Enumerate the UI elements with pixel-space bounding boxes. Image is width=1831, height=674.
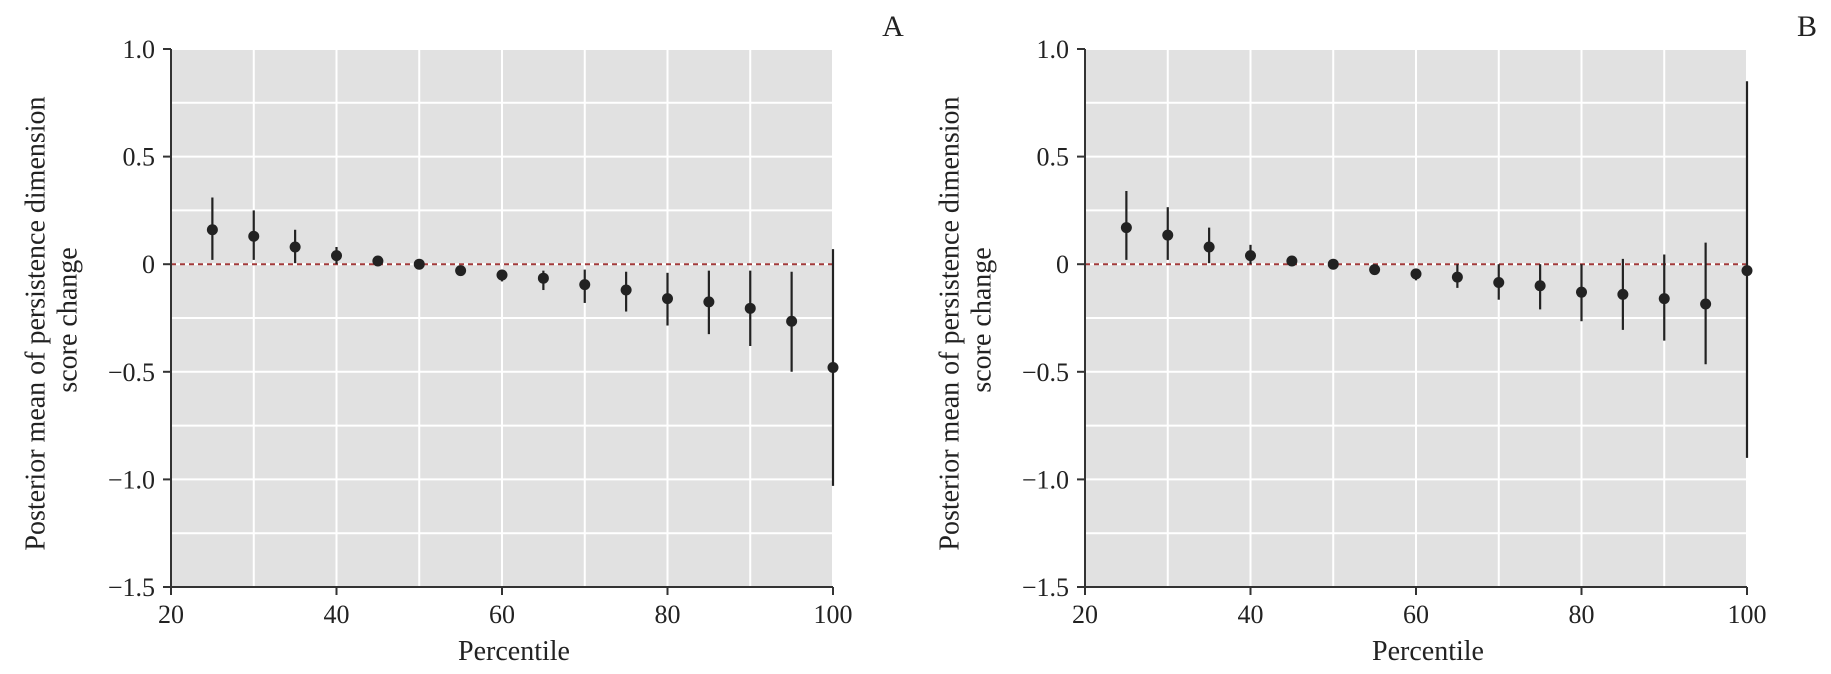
panel-a-data-point — [537, 272, 549, 284]
panel-b-data-point — [1286, 255, 1298, 267]
panel-a-data-point — [413, 258, 425, 270]
panel-b-data-point — [1658, 293, 1670, 305]
panel-b-y-tick-label: 0 — [1056, 250, 1069, 279]
panel-a-x-axis-title: Percentile — [458, 636, 570, 667]
panel-b-data-point — [1493, 276, 1505, 288]
panel-a-y-tick-label: −1.0 — [108, 465, 155, 494]
panel-a-data-point — [372, 255, 384, 267]
panel-b-data-point — [1700, 298, 1712, 310]
panel-b-data-point — [1410, 268, 1422, 280]
panel-a-y-tick-label: 1.0 — [123, 35, 156, 64]
panel-a-x-tick-label: 100 — [814, 600, 853, 629]
panel-a-data-point — [455, 265, 467, 277]
panel-b-y-axis-title: Posterior mean of persistence dimension … — [934, 89, 997, 550]
panel-b-data-point — [1203, 241, 1215, 253]
panel-a-data-point — [662, 293, 673, 305]
panel-b-data-point — [1741, 265, 1753, 277]
panel-a-y-axis-title-line-2: score change — [53, 247, 84, 392]
panel-b-y-tick-label: −0.5 — [1022, 358, 1069, 387]
panel-b-data-point — [1245, 250, 1256, 262]
panel-a-y-axis-title-line-1: Posterior mean of persistence dimension — [20, 96, 51, 550]
panel-a-y-tick-label: 0 — [142, 250, 155, 279]
panel-a-tag: A — [882, 10, 904, 43]
panel-b-data-point — [1327, 258, 1339, 270]
panel-b-x-tick-label: 20 — [1072, 600, 1098, 629]
panel-a-y-axis-title: Posterior mean of persistence dimension … — [20, 89, 83, 550]
panel-b-y-tick-label: −1.0 — [1022, 465, 1069, 494]
panel-b-data-point — [1617, 288, 1629, 300]
panel-a-data-point — [786, 315, 798, 327]
panel-b-x-tick-label: 60 — [1403, 600, 1429, 629]
panel-a-y-tick-label: −1.5 — [108, 573, 155, 602]
panel-a-data-point — [579, 279, 591, 291]
panel-b: B Percentile Posterior mean of persisten… — [934, 10, 1817, 667]
panel-b-plot-area — [1085, 48, 1748, 587]
panel-a-y-tick-label: 0.5 — [123, 143, 156, 172]
panel-a-data-point — [206, 224, 218, 236]
panel-a-data-point — [827, 361, 839, 373]
panel-a-data-point — [331, 250, 342, 262]
panel-b-y-tick-label: 0.5 — [1037, 143, 1070, 172]
panel-a-data-point — [744, 302, 756, 314]
panel-b-data-point — [1120, 222, 1132, 234]
panel-b-x-axis-title: Percentile — [1372, 636, 1484, 667]
panel-a-x-tick-label: 60 — [489, 600, 515, 629]
panel-b-data-point — [1576, 286, 1587, 298]
panel-a-data-point — [248, 230, 260, 242]
panel-b-data-point — [1534, 280, 1546, 292]
panel-b-y-tick-label: −1.5 — [1022, 573, 1069, 602]
panel-a-x-tick-label: 40 — [324, 600, 350, 629]
panel-a-x-tick-label: 80 — [655, 600, 681, 629]
panel-a-series — [206, 197, 839, 486]
panel-b-data-point — [1369, 264, 1381, 276]
panel-b-x-tick-label: 40 — [1238, 600, 1264, 629]
panel-a-y-tick-label: −0.5 — [108, 358, 155, 387]
panel-b-data-point — [1162, 229, 1174, 241]
panel-a-plot-area — [171, 48, 834, 587]
panel-a-x-tick-label: 20 — [158, 600, 184, 629]
panel-a-data-point — [703, 296, 715, 308]
panel-a-data-point — [289, 241, 301, 253]
panel-a: A Percentile Posterior mean of persisten… — [20, 10, 904, 667]
panel-b-y-axis-title-line-2: score change — [967, 247, 998, 392]
panel-b-x-tick-label: 80 — [1569, 600, 1595, 629]
panel-b-series — [1120, 81, 1753, 458]
panel-b-y-tick-label: 1.0 — [1037, 35, 1070, 64]
panel-b-x-tick-label: 100 — [1728, 600, 1767, 629]
panel-b-tag: B — [1797, 10, 1817, 43]
panel-a-data-point — [496, 269, 508, 281]
panel-b-y-axis-title-line-1: Posterior mean of persistence dimension — [934, 96, 965, 550]
panel-b-data-point — [1451, 271, 1463, 283]
panel-a-data-point — [620, 284, 632, 296]
